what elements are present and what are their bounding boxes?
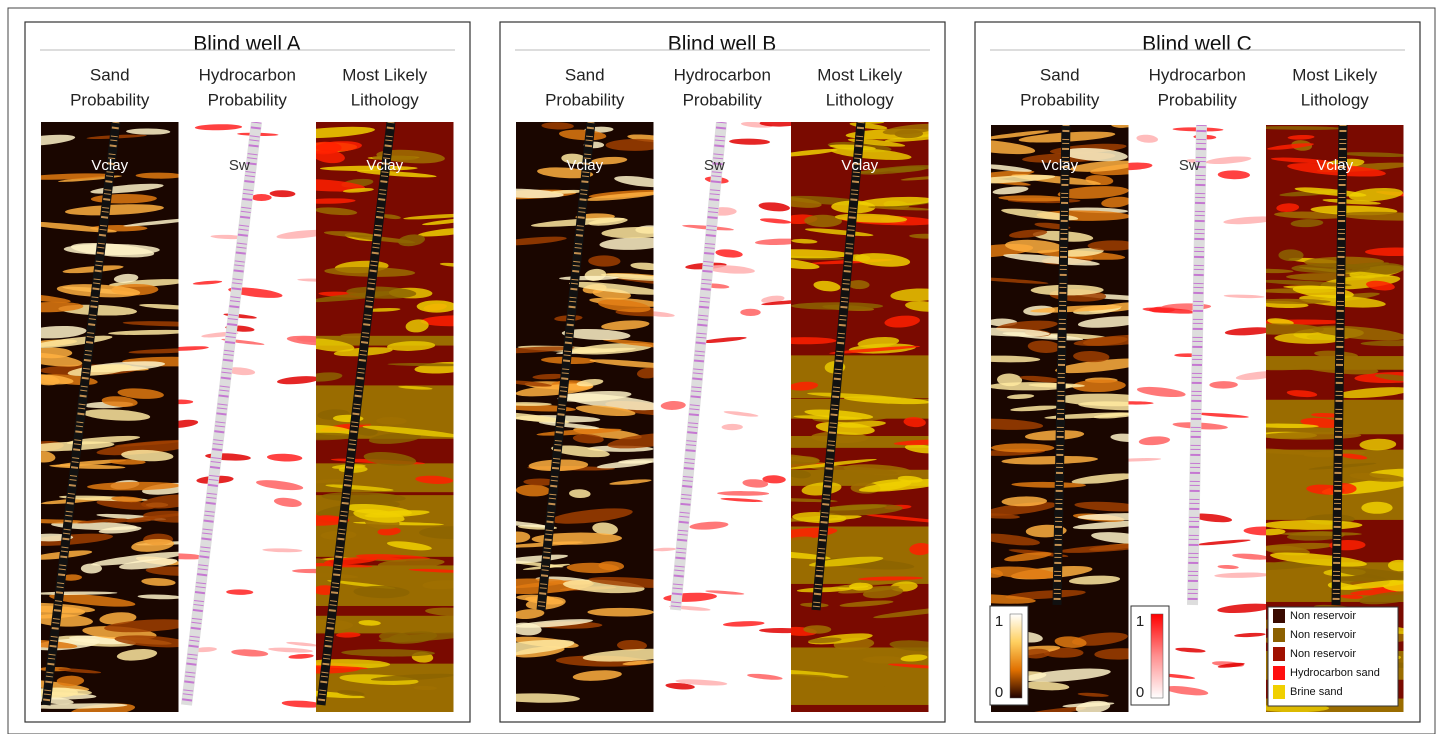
column-header: Hydrocarbon	[1149, 65, 1246, 84]
panel-title: Blind well C	[1142, 33, 1252, 56]
log-label: Vclay	[91, 157, 128, 174]
panel-title: Blind well A	[193, 33, 300, 56]
legend-label: Non reservoir	[1290, 648, 1356, 660]
colorbar	[1151, 614, 1163, 698]
figure: Blind well A Sand Probability Vclay Hydrocar…	[0, 0, 1443, 734]
column-header: Lithology	[1301, 90, 1370, 109]
column-header: Lithology	[351, 90, 420, 109]
log-label: Sw	[704, 157, 725, 174]
seismic-column	[159, 122, 342, 712]
column-header: Hydrocarbon	[199, 65, 296, 84]
seismic-streak	[1291, 263, 1370, 273]
legend-swatch	[1273, 685, 1285, 699]
log-label: Vclay	[1316, 157, 1353, 174]
column-header: Sand	[1040, 65, 1080, 84]
column-header: Probability	[1158, 90, 1238, 109]
column-header: Probability	[683, 90, 763, 109]
litho-band	[781, 687, 939, 703]
colorbar-min-label: 0	[1136, 684, 1144, 701]
legend-label: Non reservoir	[1290, 629, 1356, 641]
colorbar-min-label: 0	[995, 684, 1003, 701]
legend-swatch	[1273, 609, 1285, 623]
column-header: Most Likely	[1292, 65, 1378, 84]
colorbar-max-label: 1	[1136, 613, 1144, 630]
legend-swatch	[1273, 647, 1285, 661]
panel-title: Blind well B	[668, 33, 777, 56]
column-header: Probability	[545, 90, 625, 109]
seismic-streak	[587, 608, 653, 617]
seismic-streak	[81, 563, 102, 573]
column-header: Most Likely	[342, 65, 428, 84]
log-label: Vclay	[366, 157, 403, 174]
legend-label: Brine sand	[1290, 686, 1343, 698]
column-header: Lithology	[826, 90, 895, 109]
seismic-streak	[1361, 502, 1392, 514]
log-label: Sw	[229, 157, 250, 174]
column-header: Probability	[208, 90, 288, 109]
legend-label: Non reservoir	[1290, 610, 1356, 622]
column-header: Sand	[90, 65, 130, 84]
seismic-column	[641, 119, 811, 712]
colorbar	[1010, 614, 1022, 698]
column-header: Most Likely	[817, 65, 903, 84]
seismic-streak	[417, 300, 457, 312]
seismic-streak	[251, 194, 271, 201]
log-label: Sw	[1179, 157, 1200, 174]
column-header: Probability	[1020, 90, 1100, 109]
legend-swatch	[1273, 628, 1285, 642]
column-header: Probability	[70, 90, 150, 109]
log-label: Vclay	[566, 157, 603, 174]
column-header: Hydrocarbon	[674, 65, 771, 84]
log-label: Vclay	[841, 157, 878, 174]
panel: Blind well A Sand Probability Vclay Hydrocar…	[0, 22, 486, 726]
column-header: Sand	[565, 65, 605, 84]
panel: Blind well B Sand Probability Vclay Hydrocar…	[470, 22, 962, 722]
legend-label: Hydrocarbon sand	[1290, 667, 1380, 679]
colorbar-max-label: 1	[995, 613, 1003, 630]
log-label: Vclay	[1041, 157, 1078, 174]
legend-swatch	[1273, 666, 1285, 680]
